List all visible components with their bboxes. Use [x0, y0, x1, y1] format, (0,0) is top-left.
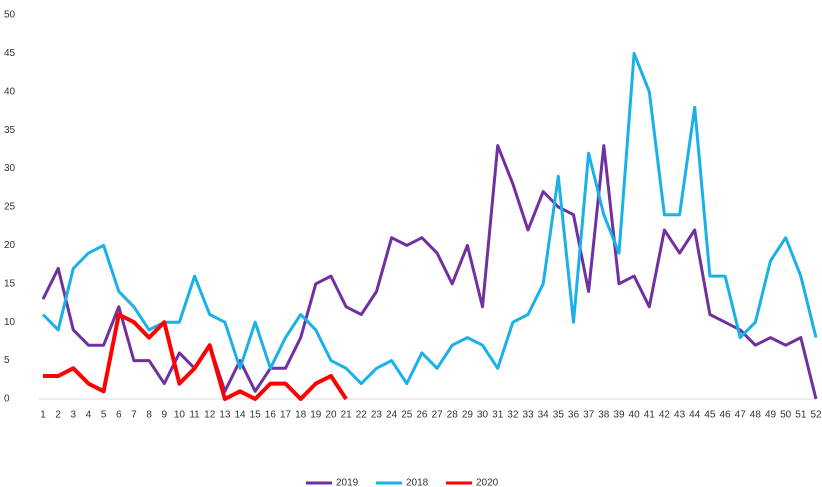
series-line	[41, 51, 818, 386]
x-tick-label: 1	[40, 410, 46, 421]
x-tick-label: 4	[86, 410, 92, 421]
y-tick-label: 25	[4, 202, 16, 213]
y-tick-label: 10	[4, 317, 16, 328]
x-tick-label: 39	[613, 410, 625, 421]
x-tick-label: 29	[462, 410, 474, 421]
legend-label: 2019	[336, 478, 359, 487]
x-tick-label: 50	[780, 410, 792, 421]
x-tick-label: 36	[568, 410, 580, 421]
x-tick-label: 13	[219, 410, 231, 421]
x-tick-label: 22	[356, 410, 368, 421]
x-tick-label: 43	[674, 410, 686, 421]
y-tick-label: 40	[4, 86, 16, 97]
x-tick-label: 3	[71, 410, 77, 421]
x-tick-label: 31	[492, 410, 504, 421]
y-tick-label: 5	[4, 355, 10, 366]
x-tick-label: 8	[146, 410, 152, 421]
x-tick-label: 28	[447, 410, 459, 421]
x-tick-label: 21	[341, 410, 353, 421]
x-tick-label: 11	[189, 410, 200, 421]
x-tick-label: 17	[280, 410, 292, 421]
legend-label: 2018	[406, 478, 429, 487]
x-tick-label: 30	[477, 410, 489, 421]
x-tick-label: 48	[750, 410, 762, 421]
x-tick-label: 15	[250, 410, 262, 421]
x-tick-label: 35	[553, 410, 565, 421]
series-line	[41, 144, 818, 400]
x-tick-label: 47	[735, 410, 747, 421]
y-tick-label: 45	[4, 48, 16, 59]
y-tick-label: 20	[4, 240, 16, 251]
x-tick-label: 51	[795, 410, 807, 421]
x-tick-label: 6	[116, 410, 122, 421]
x-tick-label: 34	[538, 410, 550, 421]
x-tick-label: 18	[295, 410, 307, 421]
y-tick-label: 50	[4, 10, 16, 21]
x-tick-label: 14	[234, 410, 246, 421]
y-tick-label: 35	[4, 125, 16, 136]
x-tick-label: 41	[644, 410, 656, 421]
x-tick-label: 52	[810, 410, 822, 421]
x-tick-label: 46	[719, 410, 731, 421]
y-tick-label: 30	[4, 163, 16, 174]
x-tick-label: 5	[101, 410, 107, 421]
x-tick-label: 37	[583, 410, 595, 421]
x-tick-label: 19	[310, 410, 322, 421]
x-tick-label: 7	[131, 410, 137, 421]
x-tick-label: 33	[522, 410, 534, 421]
x-tick-label: 23	[371, 410, 383, 421]
y-tick-label: 0	[4, 394, 10, 405]
x-tick-label: 42	[659, 410, 671, 421]
x-tick-label: 24	[386, 410, 398, 421]
series-line	[43, 312, 348, 401]
x-tick-label: 9	[161, 410, 167, 421]
legend-label: 2020	[476, 478, 499, 487]
x-tick-label: 40	[629, 410, 641, 421]
x-tick-label: 44	[689, 410, 701, 421]
y-tick-label: 15	[4, 278, 16, 289]
x-tick-label: 32	[507, 410, 519, 421]
x-tick-label: 45	[704, 410, 716, 421]
x-tick-label: 25	[401, 410, 413, 421]
x-tick-label: 16	[265, 410, 277, 421]
x-tick-label: 38	[598, 410, 610, 421]
x-tick-label: 26	[416, 410, 428, 421]
x-tick-label: 12	[204, 410, 216, 421]
x-tick-label: 20	[325, 410, 337, 421]
x-tick-label: 49	[765, 410, 777, 421]
x-tick-label: 27	[432, 410, 444, 421]
x-tick-label: 2	[55, 410, 61, 421]
x-tick-label: 10	[174, 410, 186, 421]
